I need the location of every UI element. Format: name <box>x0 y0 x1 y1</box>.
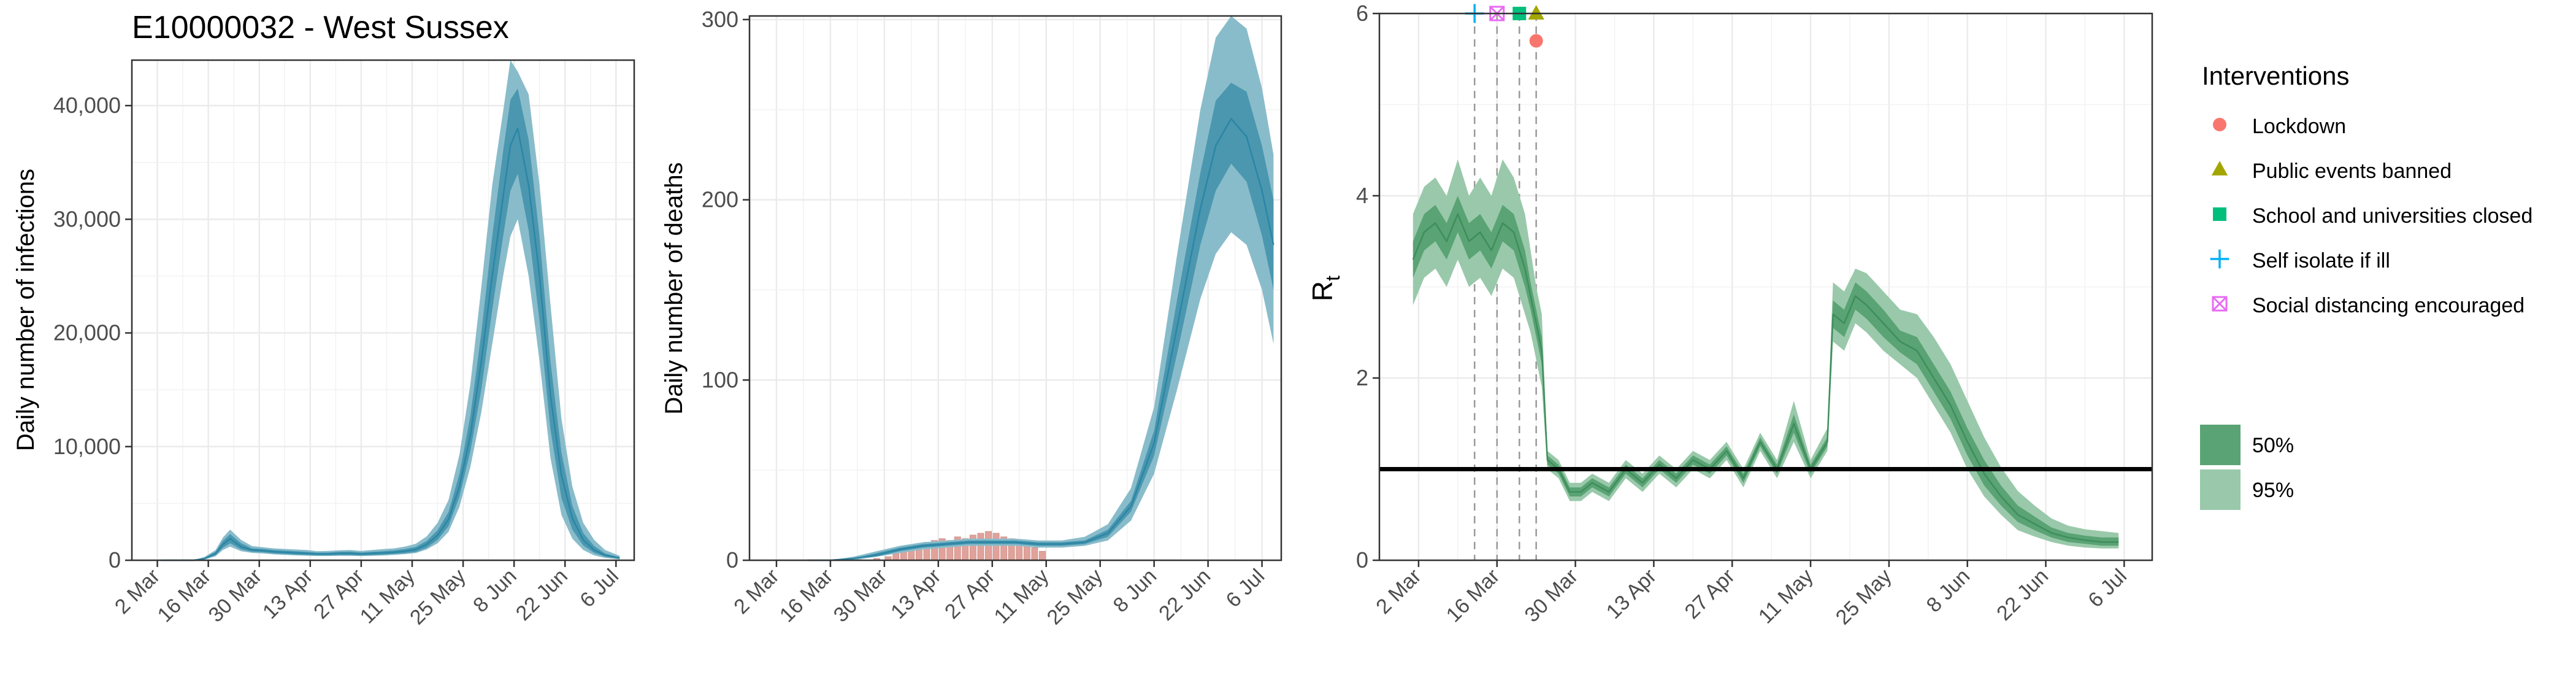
deaths-y-tick-label: 300 <box>702 7 738 32</box>
deaths-median-line <box>807 118 1275 561</box>
deaths-observed-bar <box>992 533 1000 561</box>
infections-areas <box>161 60 620 561</box>
legend-key-circle <box>2213 118 2226 131</box>
infections-plot-frame <box>131 59 635 561</box>
legend-item-label: Self isolate if ill <box>2252 249 2390 272</box>
infections-y-tick-label: 10,000 <box>53 434 121 459</box>
legend-interval-label: 50% <box>2252 434 2294 457</box>
figure-title: E10000032 - West Sussex <box>132 10 509 45</box>
rt-ci50-band <box>1413 196 2119 546</box>
rt-y-tick-label: 6 <box>1356 1 1368 26</box>
deaths-observed-bar <box>892 552 900 561</box>
deaths-observed-bar <box>1039 550 1046 561</box>
rt-y-axis-label-subscript: t <box>1322 276 1344 281</box>
legend-item-label: Lockdown <box>2252 115 2346 138</box>
rt-median-line <box>1412 213 2119 543</box>
legend-item-label: Public events banned <box>2252 160 2451 183</box>
rt-y-axis-label: Rt <box>1306 276 1344 301</box>
rt-intervention-marker-triangle <box>1528 5 1544 20</box>
deaths-observed-bar <box>977 533 984 561</box>
infections-median-line <box>161 127 620 561</box>
deaths-y-axis-label: Daily number of deaths <box>661 162 688 414</box>
infections-y-tick-label: 30,000 <box>53 206 121 231</box>
legend-item-label: Social distancing encouraged <box>2252 294 2524 317</box>
infections-ci50-band <box>161 88 620 561</box>
deaths-ci50-band <box>807 82 1274 560</box>
legend-key-boxx-box <box>2212 296 2228 312</box>
rt-areas <box>1412 159 2119 549</box>
legend-interval-label: 95% <box>2252 479 2294 502</box>
legend-key-triangle <box>2211 161 2228 176</box>
deaths-y-tick-label: 200 <box>702 187 738 212</box>
legend-interval-swatch <box>2200 425 2241 465</box>
legend-key-plus <box>2210 249 2229 269</box>
legend: Interventions Lockdown Public events bann… <box>2200 61 2532 510</box>
rt-y-tick-label: 2 <box>1356 365 1368 390</box>
rt-y-tick-label: 0 <box>1356 547 1368 573</box>
deaths-areas <box>807 16 1275 561</box>
legend-items: Lockdown Public events banned School and u… <box>2210 115 2532 317</box>
legend-interval-swatch <box>2200 469 2241 510</box>
legend-intervals: 50% 95% <box>2200 425 2294 510</box>
rt-intervention-marker-circle <box>1529 34 1543 48</box>
deaths-y-tick-label: 100 <box>702 367 738 392</box>
rt-plot-frame <box>1378 12 2153 561</box>
legend-title: Interventions <box>2202 61 2349 90</box>
infections-y-axis-label: Daily number of infections <box>12 169 39 451</box>
rt-ci95-band <box>1413 159 2119 549</box>
deaths-y-tick-label: 0 <box>726 547 738 573</box>
deaths-plot-frame <box>748 15 1282 561</box>
deaths-observed-bar <box>985 531 992 561</box>
rt-y-axis-label-main: R <box>1306 281 1338 301</box>
infections-y-tick-label: 0 <box>109 547 121 573</box>
legend-key-boxx-d2 <box>2212 296 2228 312</box>
rt-y-tick-label: 4 <box>1356 183 1368 208</box>
deaths-observed-bar <box>1031 547 1038 561</box>
legend-key-boxx <box>2212 296 2228 312</box>
legend-item-label: School and universities closed <box>2252 204 2532 228</box>
legend-key-square <box>2213 207 2226 221</box>
infections-y-tick-label: 40,000 <box>53 93 121 118</box>
infections-y-tick-label: 20,000 <box>53 320 121 345</box>
